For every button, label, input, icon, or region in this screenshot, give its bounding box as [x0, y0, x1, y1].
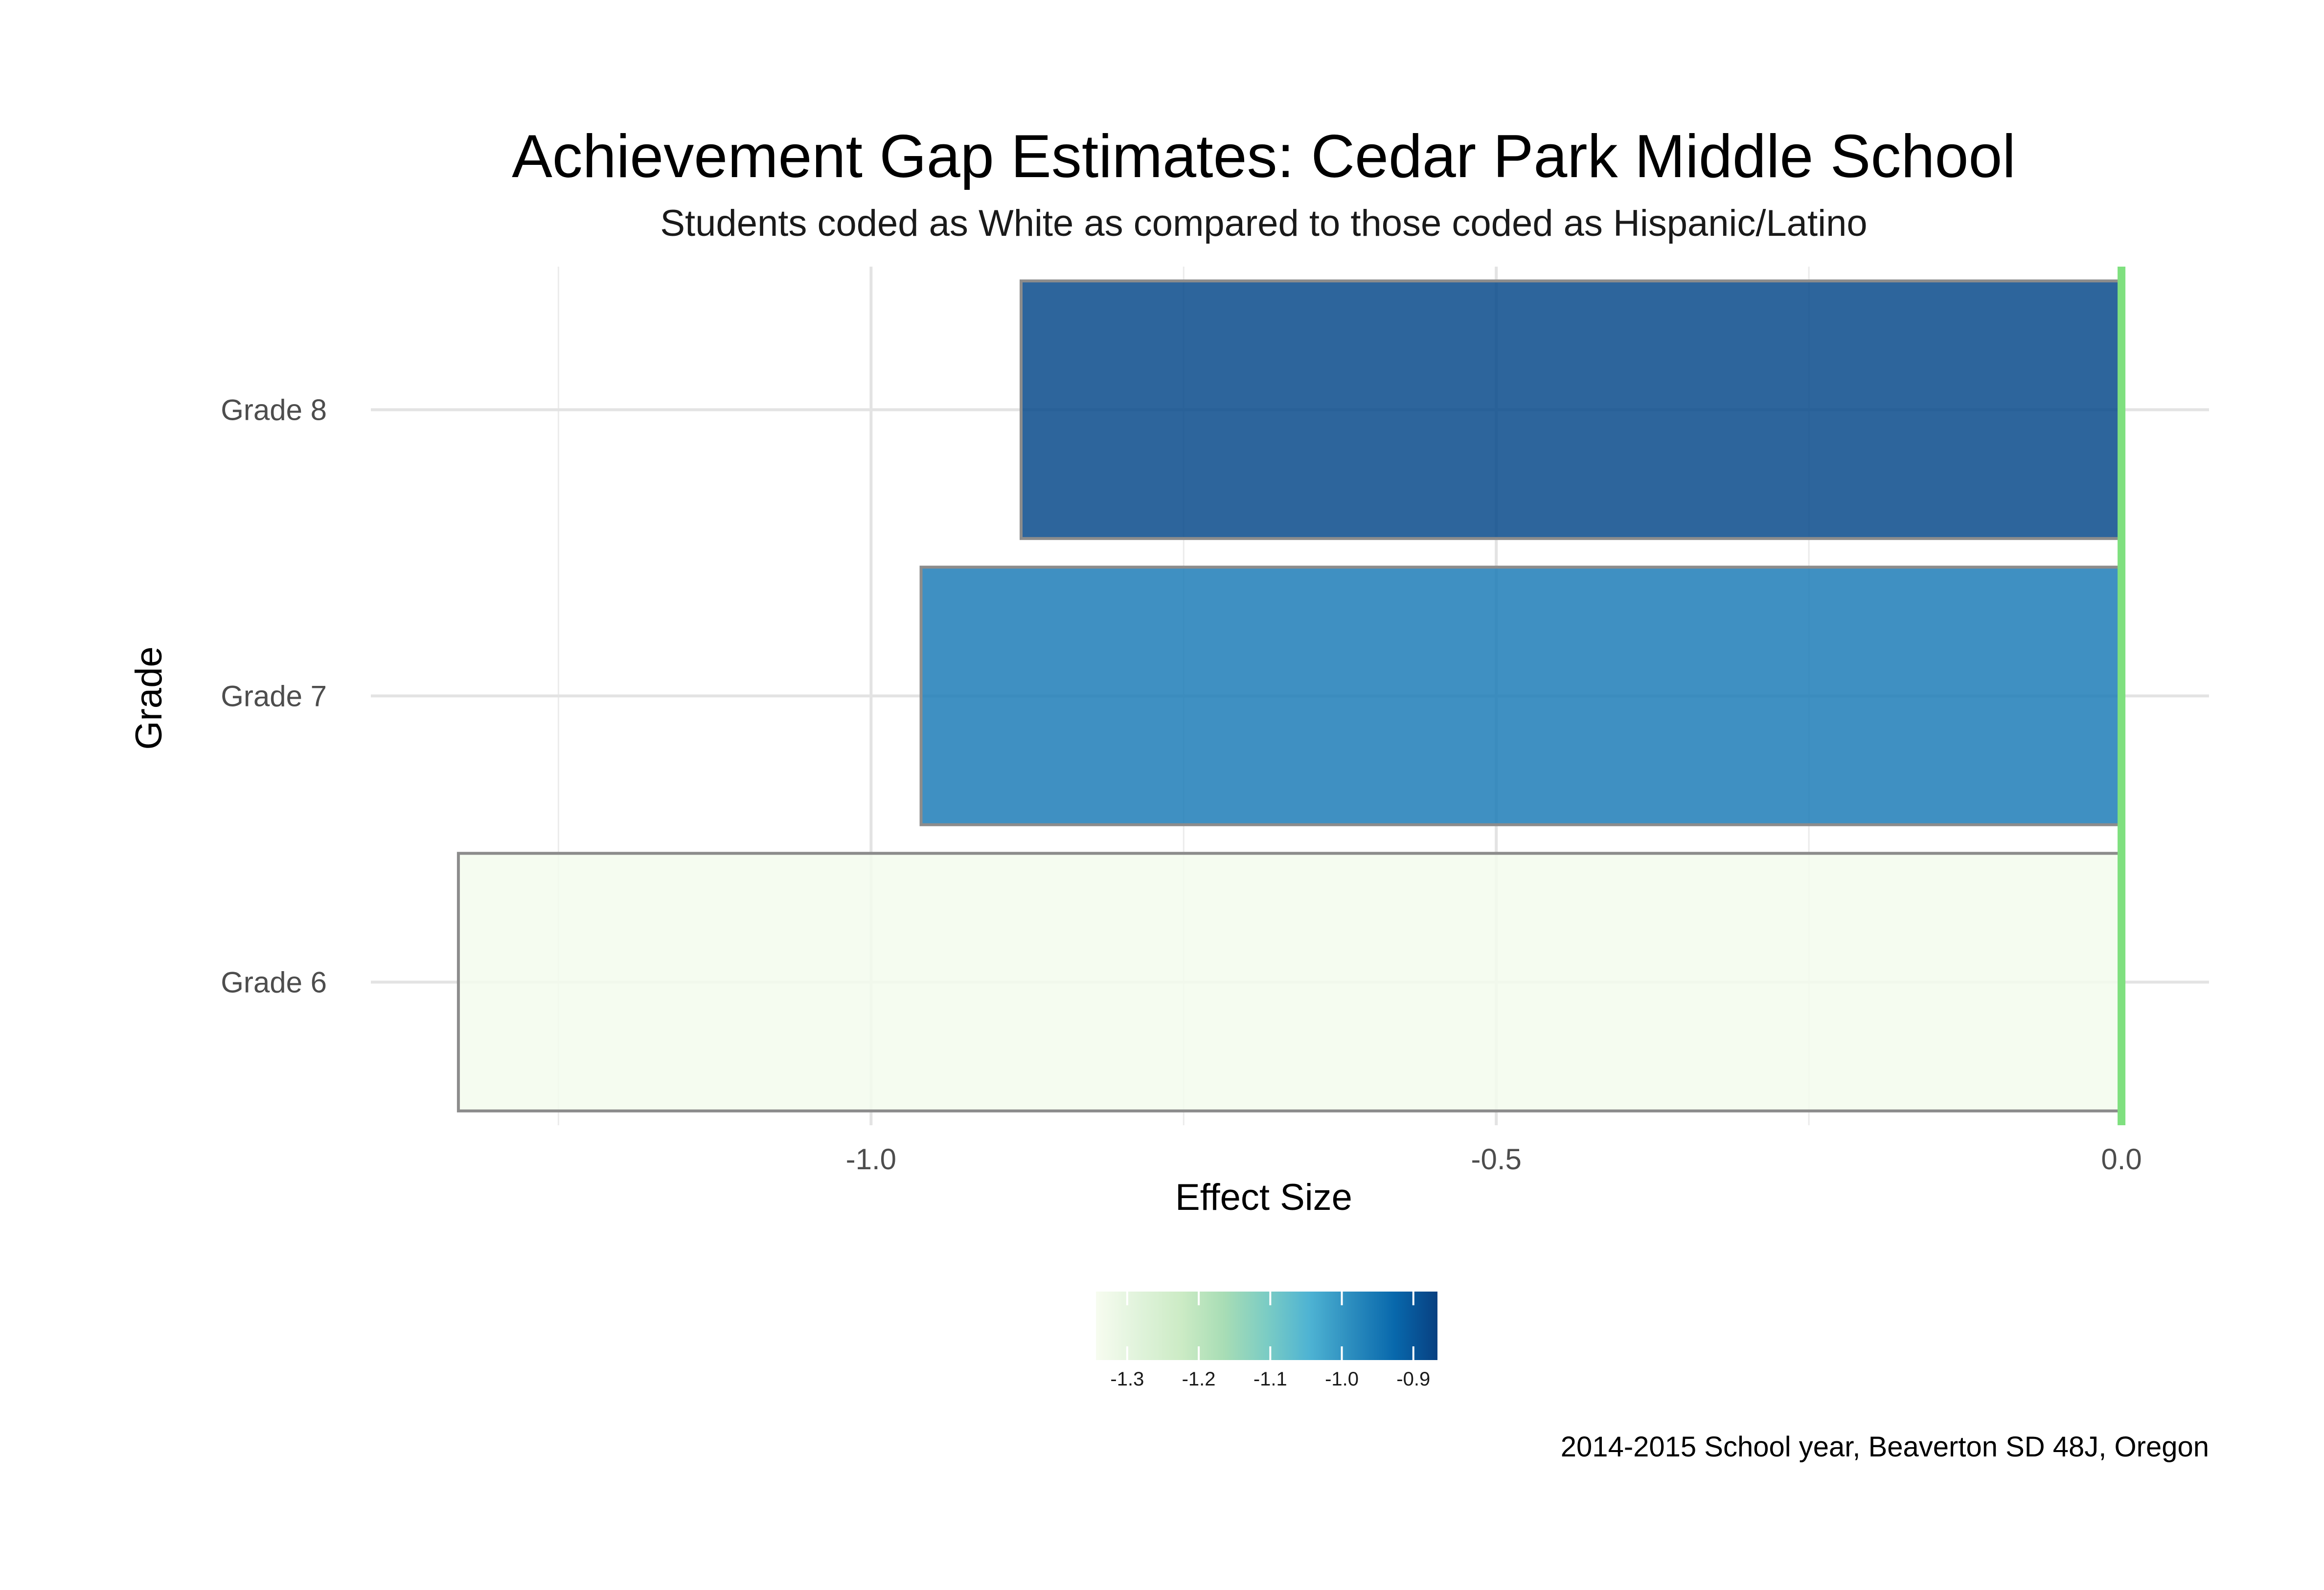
bar-grade-7 — [919, 566, 2123, 826]
color-legend: -1.3 -1.2 -1.1 -1.0 -0.9 — [1096, 1292, 1437, 1390]
y-tick-label: Grade 8 — [221, 394, 327, 427]
y-tick-label: Grade 7 — [221, 680, 327, 713]
legend-tick-label: -1.0 — [1325, 1368, 1359, 1390]
chart-subtitle: Students coded as White as compared to t… — [660, 203, 1867, 244]
legend-tick-label: -0.9 — [1396, 1368, 1430, 1390]
x-tick-label: -1.0 — [846, 1143, 896, 1176]
legend-tick-label: -1.2 — [1182, 1368, 1216, 1390]
bar-grade-8 — [1020, 279, 2123, 540]
chart-title: Achievement Gap Estimates: Cedar Park Mi… — [512, 123, 2016, 190]
legend-tick-label: -1.3 — [1110, 1368, 1144, 1390]
bar-grade-6 — [456, 852, 2123, 1113]
chart-caption: 2014-2015 School year, Beaverton SD 48J,… — [1561, 1431, 2209, 1463]
y-tick-label: Grade 6 — [221, 966, 327, 999]
legend-tick-label: -1.1 — [1253, 1368, 1287, 1390]
x-axis-title: Effect Size — [1175, 1177, 1352, 1218]
y-axis-ticks: Grade 6 Grade 7 Grade 8 — [221, 394, 327, 999]
y-axis-title: Grade — [128, 646, 170, 750]
x-axis-ticks: -1.0 -0.5 0.0 — [846, 1143, 2142, 1176]
x-tick-label: -0.5 — [1471, 1143, 1522, 1176]
x-tick-label: 0.0 — [2101, 1143, 2142, 1176]
legend-colorbar — [1096, 1292, 1437, 1360]
